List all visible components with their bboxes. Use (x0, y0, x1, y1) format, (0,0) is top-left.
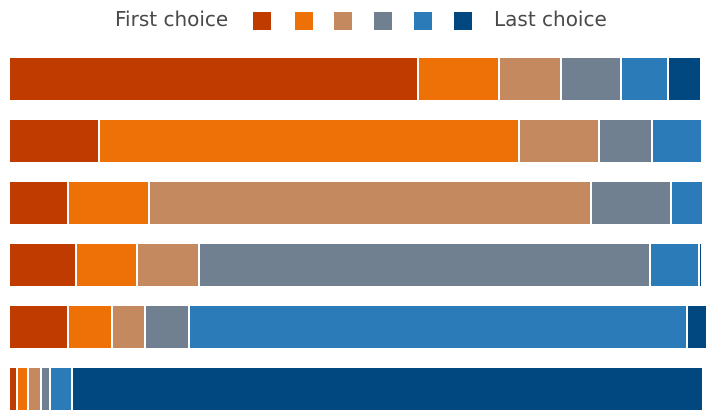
bar-row-5-rank-6 (688, 306, 706, 348)
legend-swatch-rank-5 (414, 12, 432, 30)
bar-row-4-rank-1 (10, 244, 75, 286)
bar-row-2-rank-4 (600, 120, 651, 162)
bar-row-6-rank-1 (10, 368, 16, 410)
bar-row-5-rank-3 (113, 306, 144, 348)
bar-row-5-rank-1 (10, 306, 67, 348)
bar-row-2-rank-5 (653, 120, 701, 162)
bar-row-5-rank-4 (146, 306, 188, 348)
bar-row-2-rank-1 (10, 120, 98, 162)
bar-row-1-rank-1 (10, 58, 417, 100)
bar-row-2-rank-3 (520, 120, 598, 162)
bar-row-1-rank-5 (622, 58, 667, 100)
bar-row-6-rank-4 (42, 368, 49, 410)
legend-swatch-rank-3 (334, 12, 352, 30)
bar-row-3-rank-2 (69, 182, 148, 224)
legend-swatch-rank-4 (374, 12, 392, 30)
bar-row-6-rank-6 (73, 368, 702, 410)
bar-row-1-rank-2 (419, 58, 498, 100)
bar-row-6-rank-2 (18, 368, 27, 410)
bar-row-4-rank-4 (200, 244, 649, 286)
bar-row-6-rank-5 (51, 368, 71, 410)
legend-last-choice-label: Last choice (494, 7, 607, 31)
bars-group (10, 58, 706, 410)
bar-row-3-rank-5 (672, 182, 702, 224)
legend-swatch-rank-1 (253, 12, 271, 30)
bar-row-1-rank-6 (669, 58, 700, 100)
bar-row-3-rank-4 (592, 182, 670, 224)
bar-row-4-rank-3 (138, 244, 198, 286)
legend-swatch-rank-2 (295, 12, 313, 30)
bar-row-3-rank-1 (10, 182, 67, 224)
bar-row-6-rank-3 (29, 368, 40, 410)
bar-row-1-rank-3 (500, 58, 560, 100)
bar-row-5-rank-5 (190, 306, 686, 348)
bar-row-2-rank-2 (100, 120, 518, 162)
legend-first-choice-label: First choice (115, 7, 229, 31)
bar-row-4-rank-2 (77, 244, 136, 286)
bar-row-1-rank-4 (562, 58, 620, 100)
bar-row-4-rank-6 (700, 244, 701, 286)
legend-swatch-rank-6 (454, 12, 472, 30)
legend: First choice Last choice (0, 5, 713, 35)
bar-row-5-rank-2 (69, 306, 111, 348)
bar-row-4-rank-5 (651, 244, 698, 286)
bar-row-3-rank-3 (150, 182, 590, 224)
